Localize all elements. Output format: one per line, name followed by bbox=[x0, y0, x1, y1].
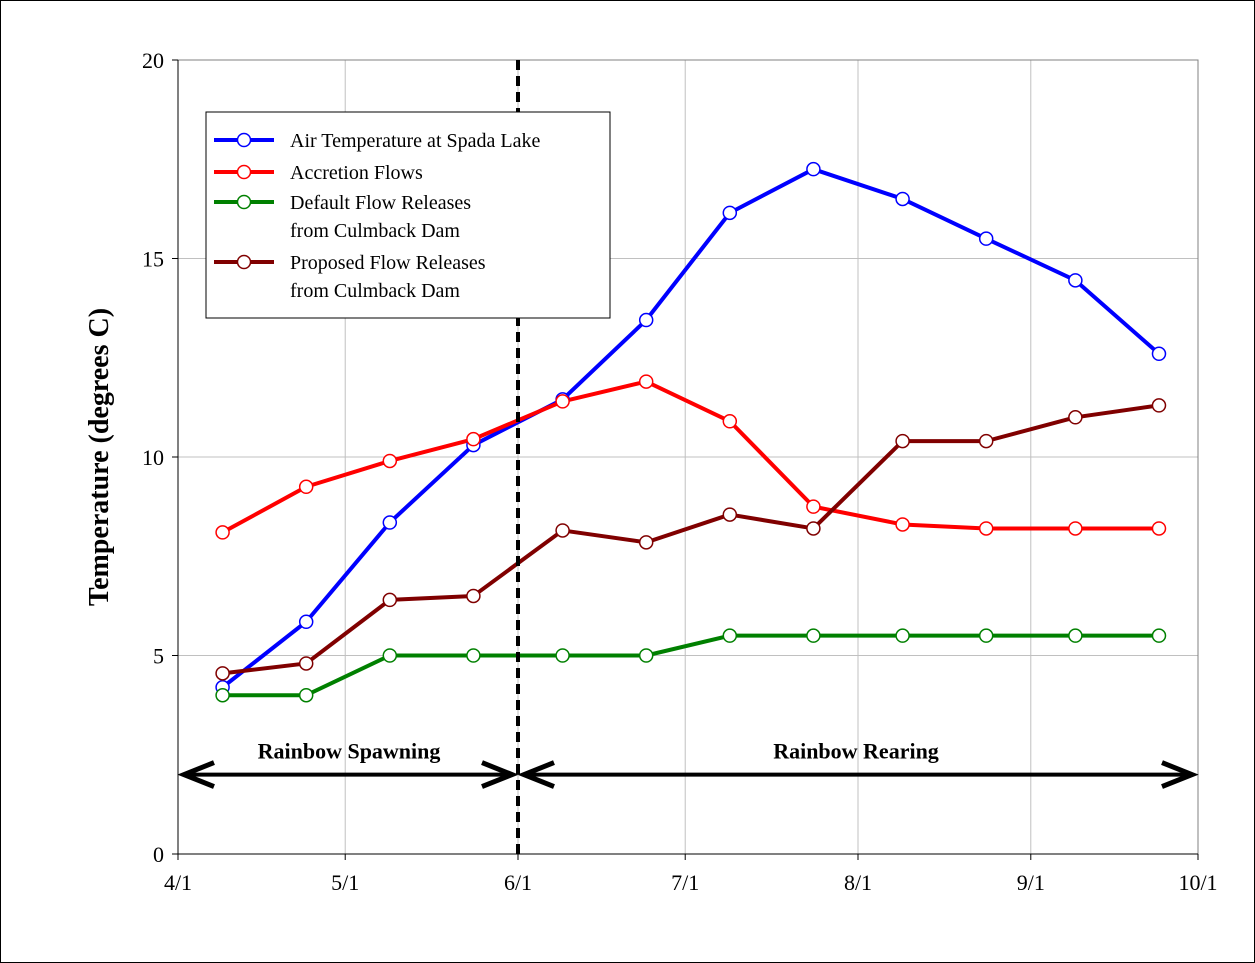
data-point-2 bbox=[298, 687, 314, 703]
data-point-3 bbox=[466, 588, 481, 604]
y-tick-label: 5 bbox=[153, 644, 164, 669]
data-point-1 bbox=[895, 517, 910, 532]
data-point-1 bbox=[466, 431, 481, 447]
data-point-2 bbox=[1068, 628, 1083, 643]
legend-entry: Air Temperature at Spada Lake bbox=[290, 130, 540, 152]
data-point-1 bbox=[978, 521, 994, 536]
series-line-0 bbox=[221, 167, 1161, 689]
data-point-3 bbox=[215, 666, 230, 681]
legend-entry: Proposed Flow Releases bbox=[290, 252, 486, 274]
data-point-0 bbox=[895, 191, 910, 207]
y-axis-label: Temperature (degrees C) bbox=[84, 308, 115, 606]
series-line-2 bbox=[222, 633, 1159, 698]
data-point-3 bbox=[298, 656, 314, 671]
annotation-label: Rainbow Rearing bbox=[773, 739, 939, 764]
x-tick-label: 5/1 bbox=[331, 870, 359, 895]
data-point-3 bbox=[638, 535, 654, 550]
data-point-0 bbox=[1151, 346, 1167, 362]
data-point-3 bbox=[1151, 398, 1167, 413]
data-point-2 bbox=[1151, 628, 1167, 643]
data-point-3 bbox=[806, 521, 821, 536]
data-point-3 bbox=[555, 523, 570, 538]
x-tick-label: 6/1 bbox=[504, 870, 532, 895]
x-tick-label: 8/1 bbox=[844, 870, 872, 895]
y-tick-label: 15 bbox=[142, 247, 164, 272]
data-point-1 bbox=[1151, 521, 1167, 536]
data-point-0 bbox=[298, 614, 314, 630]
data-point-0 bbox=[722, 205, 738, 221]
data-point-0 bbox=[382, 515, 398, 530]
y-tick-label: 20 bbox=[142, 48, 164, 73]
x-tick-label: 10/1 bbox=[1178, 870, 1217, 895]
data-point-1 bbox=[215, 525, 230, 540]
data-point-1 bbox=[555, 394, 570, 409]
data-point-0 bbox=[1068, 273, 1083, 288]
data-point-2 bbox=[638, 648, 654, 663]
annotation-arrowhead-left bbox=[517, 760, 555, 789]
legend-entry: Default Flow Releases bbox=[290, 192, 471, 214]
data-point-0 bbox=[806, 161, 821, 177]
x-tick-label: 9/1 bbox=[1017, 870, 1045, 895]
legend-swatch-marker bbox=[236, 194, 252, 210]
data-point-0 bbox=[638, 312, 654, 328]
data-point-3 bbox=[382, 592, 398, 608]
data-point-0 bbox=[978, 231, 994, 246]
data-point-1 bbox=[722, 414, 738, 429]
legend-swatch-marker bbox=[236, 164, 252, 180]
legend bbox=[205, 111, 611, 319]
y-tick-label: 0 bbox=[153, 842, 164, 867]
data-point-1 bbox=[1068, 521, 1083, 536]
data-point-3 bbox=[1068, 410, 1083, 425]
annotation-arrowhead-right bbox=[481, 760, 519, 789]
data-point-3 bbox=[978, 433, 994, 449]
annotation-arrowhead-right bbox=[1161, 760, 1199, 789]
legend-swatch-marker bbox=[236, 254, 252, 270]
data-point-2 bbox=[895, 628, 910, 643]
data-point-1 bbox=[806, 499, 821, 514]
legend-entry: from Culmback Dam bbox=[290, 280, 460, 302]
data-point-2 bbox=[382, 648, 398, 663]
legend-entry: from Culmback Dam bbox=[290, 220, 460, 242]
data-point-3 bbox=[895, 433, 910, 449]
data-point-1 bbox=[382, 453, 398, 469]
data-point-2 bbox=[555, 648, 570, 663]
data-point-2 bbox=[215, 687, 230, 703]
data-point-2 bbox=[978, 628, 994, 643]
series-line-1 bbox=[221, 379, 1159, 535]
annotation-label: Rainbow Spawning bbox=[258, 739, 441, 764]
annotation-arrowhead-left bbox=[177, 760, 215, 789]
x-tick-label: 7/1 bbox=[671, 870, 699, 895]
data-point-2 bbox=[806, 628, 821, 643]
data-point-3 bbox=[722, 507, 738, 522]
data-point-2 bbox=[466, 648, 481, 663]
x-tick-label: 4/1 bbox=[164, 870, 192, 895]
data-point-1 bbox=[638, 374, 654, 389]
series-line-3 bbox=[222, 403, 1160, 676]
legend-entry: Accretion Flows bbox=[290, 162, 423, 184]
legend-swatch-marker bbox=[236, 132, 252, 148]
data-point-2 bbox=[722, 628, 738, 643]
data-point-1 bbox=[298, 479, 314, 495]
y-tick-label: 10 bbox=[142, 445, 164, 470]
